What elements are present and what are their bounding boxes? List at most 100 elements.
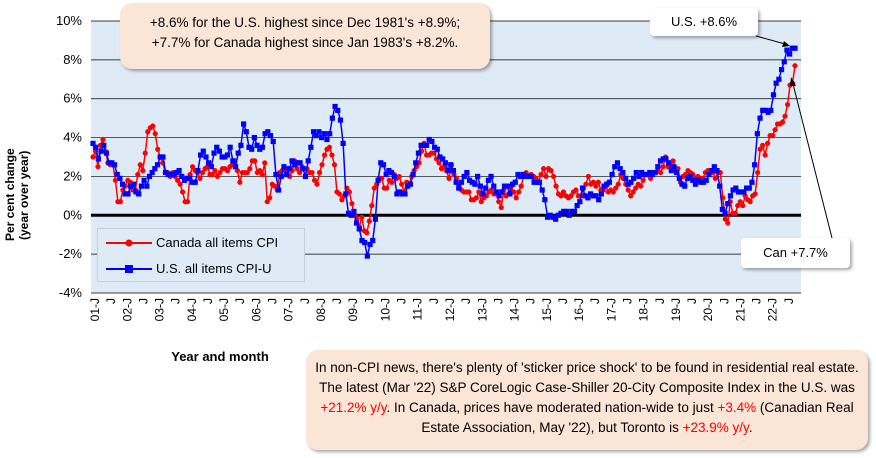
us-cpi-point: [668, 168, 674, 174]
us-cpi-point: [781, 59, 787, 65]
us-cpi-point: [101, 142, 107, 148]
us-cpi-point: [421, 142, 427, 148]
us-cpi-point: [345, 210, 352, 216]
us-cpi-point: [773, 80, 779, 86]
x-tick-label: J: [330, 298, 344, 304]
us-cpi-point: [604, 181, 610, 187]
x-tick-label: J: [427, 298, 441, 304]
us-cpi-point: [587, 191, 594, 197]
canada-cpi-point: [319, 162, 325, 168]
canada-cpi-point: [95, 164, 101, 170]
canada-cpi-point: [252, 158, 258, 164]
us-cpi-point: [501, 183, 508, 189]
us-cpi-point: [733, 185, 739, 191]
us-cpi-point: [657, 158, 664, 164]
us-cpi-point: [770, 92, 777, 98]
us-cpi-point: [461, 173, 467, 180]
us-cpi-point: [483, 185, 489, 191]
y-tick-label: 2%: [63, 168, 82, 183]
us-cpi-point: [606, 179, 613, 185]
us-cpi-point: [787, 51, 793, 57]
canada-cpi-point: [364, 230, 370, 236]
canada-cpi-point: [175, 177, 181, 183]
x-tick-label: J: [459, 298, 473, 304]
us-cpi-point: [197, 152, 204, 158]
x-tick-label: J: [750, 298, 764, 304]
us-cpi-point: [652, 169, 658, 176]
canada-cpi-point: [593, 183, 599, 189]
canada-cpi-point: [633, 185, 639, 191]
canada-cpi-point: [262, 160, 268, 166]
us-cpi-point: [372, 216, 379, 222]
us-cpi-point: [327, 131, 333, 137]
us-cpi-point: [114, 171, 120, 178]
us-cpi-point: [663, 156, 669, 162]
us-cpi-point: [625, 181, 631, 187]
legend: Canada all items CPI U.S. all items CPI-…: [97, 228, 305, 282]
x-tick-label: 16-J: [572, 298, 586, 321]
canada-cpi-point: [197, 175, 203, 181]
us-cpi-point: [348, 212, 354, 218]
canada-cpi-point: [765, 140, 771, 146]
us-cpi-point: [380, 162, 387, 168]
us-cpi-point: [639, 169, 645, 176]
x-tick-label: 11-J: [411, 298, 425, 320]
canada-cpi-point: [585, 173, 591, 180]
us-cpi-point: [410, 171, 416, 178]
canada-cpi-point: [466, 189, 472, 195]
us-cpi-point: [453, 179, 459, 185]
us-cpi-point: [442, 160, 448, 166]
x-tick-label: 10-J: [378, 298, 392, 321]
bottom-note-text-3: (Canadian Real Estate Association, May '…: [421, 400, 854, 435]
us-cpi-point: [362, 239, 368, 246]
us-cpi-point: [628, 179, 634, 185]
canada-cpi-point: [389, 179, 395, 185]
us-cpi-point: [574, 202, 580, 209]
x-tick-label: J: [233, 298, 247, 304]
canada-cpi-point: [538, 171, 544, 178]
canada-cpi-point: [772, 127, 778, 133]
us-cpi-point: [714, 168, 720, 174]
us-cpi-point: [477, 183, 483, 189]
us-cpi-point: [601, 183, 607, 189]
us-cpi-point: [571, 208, 578, 214]
us-cpi-point: [493, 189, 500, 195]
top-annotation-line2: +7.7% for Canada highest since Jan 1983'…: [151, 35, 459, 50]
us-cpi-point: [383, 171, 389, 178]
us-cpi-point: [649, 171, 656, 178]
us-cpi-point: [547, 212, 553, 218]
us-cpi-point: [469, 179, 475, 185]
us-cpi-point: [760, 107, 766, 113]
us-cpi-point: [189, 179, 196, 185]
top-annotation: +8.6% for the U.S. highest since Dec 198…: [120, 3, 490, 69]
us-cpi-point: [405, 183, 411, 189]
us-cpi-point: [426, 136, 432, 143]
canada-cpi-point: [150, 123, 156, 129]
us-cpi-point: [415, 150, 422, 156]
us-cpi-point: [754, 131, 760, 137]
x-tick-label: 14-J: [508, 298, 522, 321]
us-cpi-point: [316, 129, 322, 135]
x-tick-label: 13-J: [475, 298, 489, 321]
us-cpi-point: [515, 171, 521, 178]
canada-cpi-point: [755, 169, 761, 176]
us-cpi-point: [289, 158, 295, 164]
us-callout-arrowhead: [782, 41, 790, 47]
us-cpi-point: [251, 134, 257, 141]
y-tick-label: 4%: [63, 130, 82, 145]
us-cpi-point: [235, 150, 241, 156]
x-tick-label: 02-J: [120, 298, 134, 321]
us-cpi-point: [722, 210, 728, 216]
canada-cpi-point: [615, 181, 621, 187]
us-cpi-point: [219, 154, 225, 160]
us-cpi-point: [709, 168, 715, 174]
us-cpi-point: [746, 185, 752, 191]
canada-cpi-point: [224, 168, 231, 174]
x-tick-label: 21-J: [733, 298, 747, 321]
us-cpi-point: [413, 160, 419, 166]
legend-canada-marker: [106, 239, 152, 247]
canada-cpi-point: [473, 195, 479, 201]
us-callout: U.S. +8.6%: [650, 8, 758, 36]
us-cpi-point: [418, 142, 424, 148]
us-cpi-point: [160, 154, 166, 160]
